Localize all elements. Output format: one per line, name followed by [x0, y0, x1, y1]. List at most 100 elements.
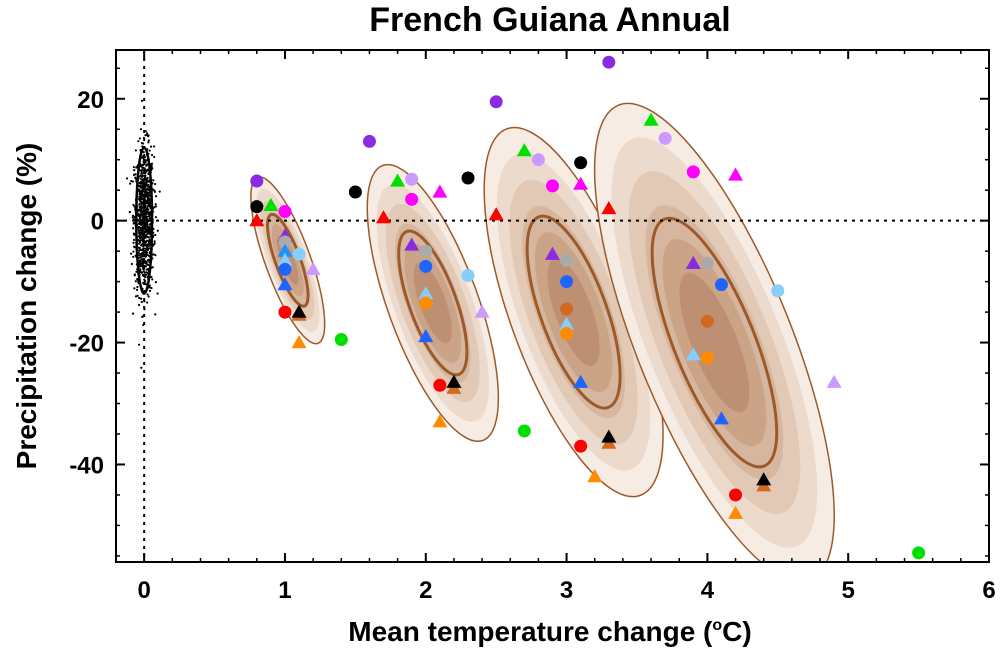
cloud-point	[150, 164, 153, 168]
cloud-point	[133, 273, 136, 276]
cloud-point	[140, 271, 143, 274]
marker-circle	[334, 333, 348, 347]
cloud-point	[151, 278, 154, 281]
marker-circle	[405, 192, 419, 206]
cloud-point	[147, 188, 151, 192]
cloud-point	[154, 216, 158, 219]
marker-circle	[362, 134, 376, 148]
marker-triangle	[601, 429, 617, 443]
cloud-point	[147, 141, 150, 144]
cloud-point	[138, 296, 141, 300]
marker-circle	[912, 546, 926, 560]
cloud-point	[133, 287, 136, 290]
marker-circle	[658, 131, 672, 145]
cloud-point	[140, 142, 144, 145]
cloud-point	[145, 221, 148, 224]
cloud-point	[141, 163, 144, 166]
marker-triangle	[249, 213, 265, 227]
y-tick-label: -40	[69, 452, 104, 479]
marker-triangle	[291, 304, 307, 318]
marker-circle	[560, 253, 574, 267]
cloud-point	[142, 182, 145, 186]
cloud-point	[132, 232, 135, 235]
cloud-point	[146, 225, 149, 228]
marker-triangle	[587, 469, 603, 483]
cloud-point	[138, 137, 142, 140]
cloud-point	[143, 221, 146, 224]
cloud-point	[147, 230, 150, 233]
cloud-point	[138, 246, 141, 250]
cloud-point	[150, 275, 153, 279]
marker-triangle	[474, 304, 490, 318]
cloud-point	[142, 245, 145, 248]
x-tick-label: 0	[137, 577, 150, 604]
marker-triangle	[418, 286, 434, 300]
cloud-point	[152, 179, 155, 182]
marker-circle	[250, 200, 264, 214]
cloud-point	[145, 248, 148, 251]
cloud-point	[138, 193, 141, 196]
marker-triangle	[728, 167, 744, 181]
marker-triangle	[573, 176, 589, 190]
cloud-point	[140, 170, 143, 173]
marker-triangle	[756, 472, 772, 486]
cloud-point	[135, 270, 138, 273]
marker-circle	[461, 269, 475, 283]
cloud-point	[143, 271, 146, 274]
marker-triangle	[418, 328, 434, 343]
marker-circle	[574, 156, 588, 170]
marker-triangle	[446, 374, 462, 388]
cloud-point	[125, 177, 129, 180]
cloud-point	[140, 204, 143, 207]
marker-circle	[574, 439, 588, 453]
cloud-point	[141, 206, 144, 209]
marker-triangle	[277, 252, 293, 266]
cloud-point	[132, 238, 136, 242]
cloud-point	[144, 130, 147, 133]
cloud-point	[141, 214, 144, 217]
cloud-point	[140, 366, 143, 369]
marker-circle	[278, 262, 292, 276]
cloud-point	[141, 248, 144, 251]
cloud-point	[137, 229, 141, 233]
cloud-point	[145, 200, 148, 203]
cloud-point	[138, 195, 141, 198]
cloud-point	[156, 229, 159, 232]
cloud-point	[139, 128, 143, 131]
cloud-point	[149, 145, 153, 148]
cloud-point	[142, 239, 145, 242]
cloud-point	[145, 273, 148, 276]
cloud-point	[139, 184, 142, 187]
marker-circle	[560, 275, 574, 289]
axis-ticks: 0 1 2 3 4 5 6 20 0 -20 -40	[69, 50, 996, 604]
cloud-point	[134, 280, 137, 283]
marker-circle	[700, 314, 714, 328]
cloud-point	[143, 253, 147, 256]
marker-circle	[729, 488, 743, 502]
cloud-point	[134, 149, 138, 152]
y-tick-label: 20	[77, 87, 104, 114]
x-axis-label-sup: o	[712, 617, 722, 634]
marker-circle	[700, 256, 714, 270]
cloud-point	[139, 174, 142, 177]
cloud-point	[141, 315, 144, 318]
cloud-point	[139, 258, 142, 261]
marker-circle	[686, 165, 700, 179]
cloud-point	[148, 213, 152, 217]
cloud-point	[145, 202, 148, 205]
marker-triangle	[545, 246, 560, 260]
distribution-2	[366, 163, 500, 443]
cloud-point	[139, 177, 142, 180]
distribution-3-inner-contour	[525, 214, 622, 410]
cloud-point	[144, 204, 147, 208]
cloud-point	[128, 211, 131, 214]
cloud-point	[140, 300, 144, 304]
cloud-point	[140, 171, 143, 175]
marker-triangle	[404, 237, 420, 251]
cloud-point	[129, 182, 132, 185]
marker-triangle	[432, 414, 448, 428]
distribution-2-inner-contour	[397, 229, 469, 377]
cloud-point	[154, 254, 157, 257]
cloud-point	[146, 248, 150, 251]
